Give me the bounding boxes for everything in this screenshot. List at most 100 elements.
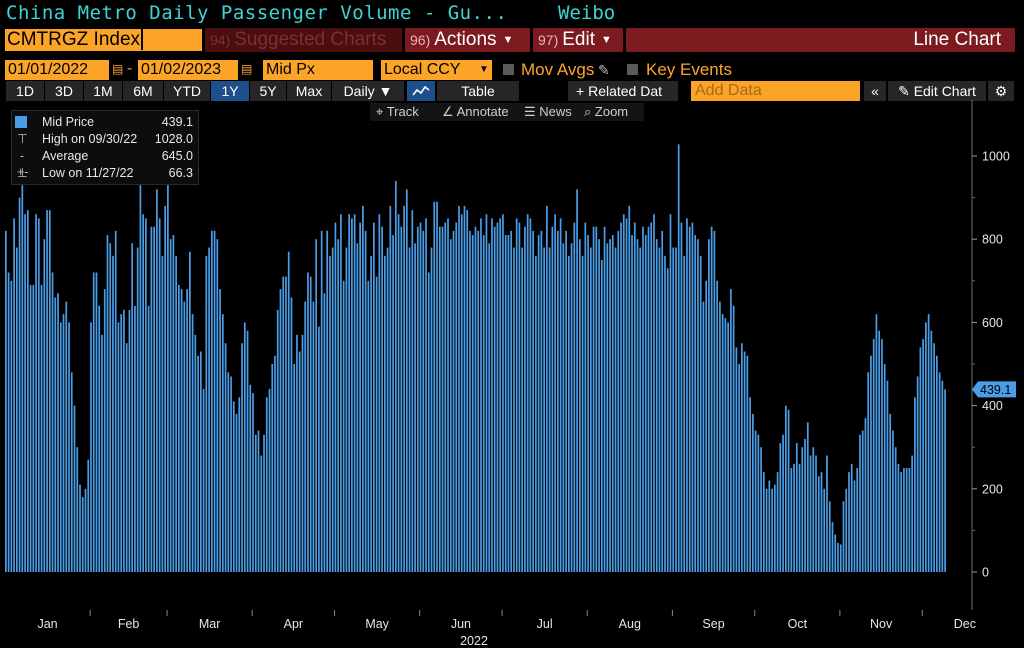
edit-menu-button[interactable]: 97) Edit ▼ bbox=[533, 28, 623, 52]
field-select[interactable]: Mid Px bbox=[263, 60, 373, 80]
bar bbox=[29, 284, 32, 572]
ticker-value: CMTRGZ Index bbox=[7, 29, 144, 50]
bar bbox=[488, 243, 491, 573]
x-tick-label: Jul bbox=[537, 617, 553, 631]
news-tool[interactable]: ☰ News bbox=[524, 103, 572, 121]
ticker-input[interactable]: CMTRGZ Index bbox=[5, 29, 202, 51]
gear-icon[interactable]: ⚙ bbox=[988, 81, 1014, 101]
calendar-icon[interactable]: ▤ bbox=[241, 62, 253, 76]
bar bbox=[664, 255, 666, 572]
bar bbox=[90, 322, 92, 572]
bar bbox=[795, 443, 798, 572]
suggested-num: 94) bbox=[210, 32, 231, 48]
related-data-button[interactable]: + Related Dat bbox=[568, 81, 678, 101]
bar bbox=[504, 235, 507, 573]
bar bbox=[7, 272, 10, 572]
range-1d-button[interactable]: 1D bbox=[6, 81, 44, 101]
range-5y-button[interactable]: 5Y bbox=[250, 81, 286, 101]
bar bbox=[411, 210, 414, 572]
data-source: Weibo bbox=[558, 2, 616, 24]
date-separator: - bbox=[127, 60, 133, 77]
add-data-input[interactable]: Add Data bbox=[691, 81, 860, 101]
bar bbox=[70, 372, 73, 572]
bar bbox=[400, 226, 403, 572]
bar bbox=[919, 347, 922, 572]
bar bbox=[535, 255, 537, 572]
x-axis-year-label: 2022 bbox=[460, 634, 488, 648]
table-button[interactable]: Table bbox=[437, 81, 519, 101]
edit-chart-button[interactable]: ✎ Edit Chart bbox=[888, 81, 986, 101]
frequency-select[interactable]: Daily ▼ bbox=[332, 81, 404, 101]
chevron-down-icon: ▼ bbox=[378, 83, 393, 99]
line-chart-icon[interactable] bbox=[407, 81, 435, 101]
bar bbox=[933, 343, 935, 572]
bar bbox=[565, 230, 567, 572]
bar bbox=[87, 459, 90, 572]
bar bbox=[315, 239, 318, 572]
series-swatch bbox=[15, 116, 27, 128]
calendar-icon[interactable]: ▤ bbox=[112, 62, 124, 76]
bar bbox=[81, 497, 84, 572]
chart-area[interactable]: 0 200 400 600 800 1000 439.1 Jan Feb Mar Apr May Jun… bbox=[0, 100, 1024, 648]
range-6m-button[interactable]: 6M bbox=[123, 81, 163, 101]
bar bbox=[51, 272, 54, 572]
bar bbox=[249, 384, 252, 572]
bar bbox=[576, 189, 578, 572]
bar bbox=[260, 455, 263, 572]
bar bbox=[925, 322, 927, 572]
end-date-field[interactable]: 01/02/2023 bbox=[138, 60, 238, 80]
bar bbox=[370, 255, 372, 572]
range-max-button[interactable]: Max bbox=[287, 81, 331, 101]
zoom-tool[interactable]: ⌕ Zoom bbox=[584, 103, 628, 121]
mov-avgs-checkbox[interactable] bbox=[503, 64, 514, 75]
y-tick-label: 600 bbox=[982, 316, 1003, 330]
zoom-label: Zoom bbox=[594, 104, 629, 119]
bar bbox=[625, 218, 628, 572]
bar bbox=[463, 205, 466, 573]
annotate-tool[interactable]: ∠ Annotate bbox=[442, 103, 509, 121]
bar bbox=[304, 301, 307, 572]
low-marker-icon: ⊥ bbox=[17, 166, 28, 180]
key-events-checkbox[interactable] bbox=[627, 64, 638, 75]
bar bbox=[573, 222, 576, 572]
bar bbox=[353, 214, 356, 572]
bar bbox=[922, 339, 924, 572]
range-ytd-button[interactable]: YTD bbox=[164, 81, 210, 101]
bar bbox=[5, 230, 7, 572]
bar bbox=[37, 218, 40, 572]
suggested-charts-button[interactable]: 94) Suggested Charts bbox=[205, 28, 402, 52]
bar bbox=[62, 314, 65, 572]
bar bbox=[911, 455, 913, 572]
bar bbox=[548, 247, 551, 572]
currency-select[interactable]: Local CCY bbox=[381, 60, 478, 80]
bar bbox=[161, 255, 164, 572]
chevron-down-icon[interactable]: ▼ bbox=[478, 60, 492, 80]
bar bbox=[768, 480, 771, 572]
bar bbox=[375, 276, 378, 572]
bar bbox=[570, 243, 573, 573]
range-1m-button[interactable]: 1M bbox=[84, 81, 122, 101]
bar bbox=[191, 314, 194, 572]
bar bbox=[199, 351, 202, 572]
pencil-icon[interactable]: ✎ bbox=[598, 62, 610, 78]
start-date-field[interactable]: 01/01/2022 bbox=[5, 60, 109, 80]
bar bbox=[172, 235, 175, 573]
actions-menu-button[interactable]: 96) Actions ▼ bbox=[405, 28, 530, 52]
bar bbox=[246, 330, 249, 572]
chart-type-label[interactable]: Line Chart bbox=[626, 28, 1015, 52]
y-tick-label: 800 bbox=[982, 233, 1003, 247]
bar bbox=[834, 534, 837, 572]
legend-average-value: 645.0 bbox=[161, 149, 193, 163]
bar bbox=[815, 455, 817, 572]
collapse-left-icon[interactable]: « bbox=[864, 81, 886, 101]
range-3d-button[interactable]: 3D bbox=[45, 81, 83, 101]
bar bbox=[197, 355, 199, 572]
bar bbox=[532, 230, 534, 572]
y-tick-label: 200 bbox=[982, 482, 1003, 496]
bar bbox=[441, 226, 444, 572]
track-tool[interactable]: ⌖ Track bbox=[376, 103, 419, 121]
bar bbox=[131, 243, 134, 573]
range-1y-button[interactable]: 1Y bbox=[211, 81, 249, 101]
bar bbox=[732, 305, 735, 572]
bar bbox=[614, 247, 617, 572]
